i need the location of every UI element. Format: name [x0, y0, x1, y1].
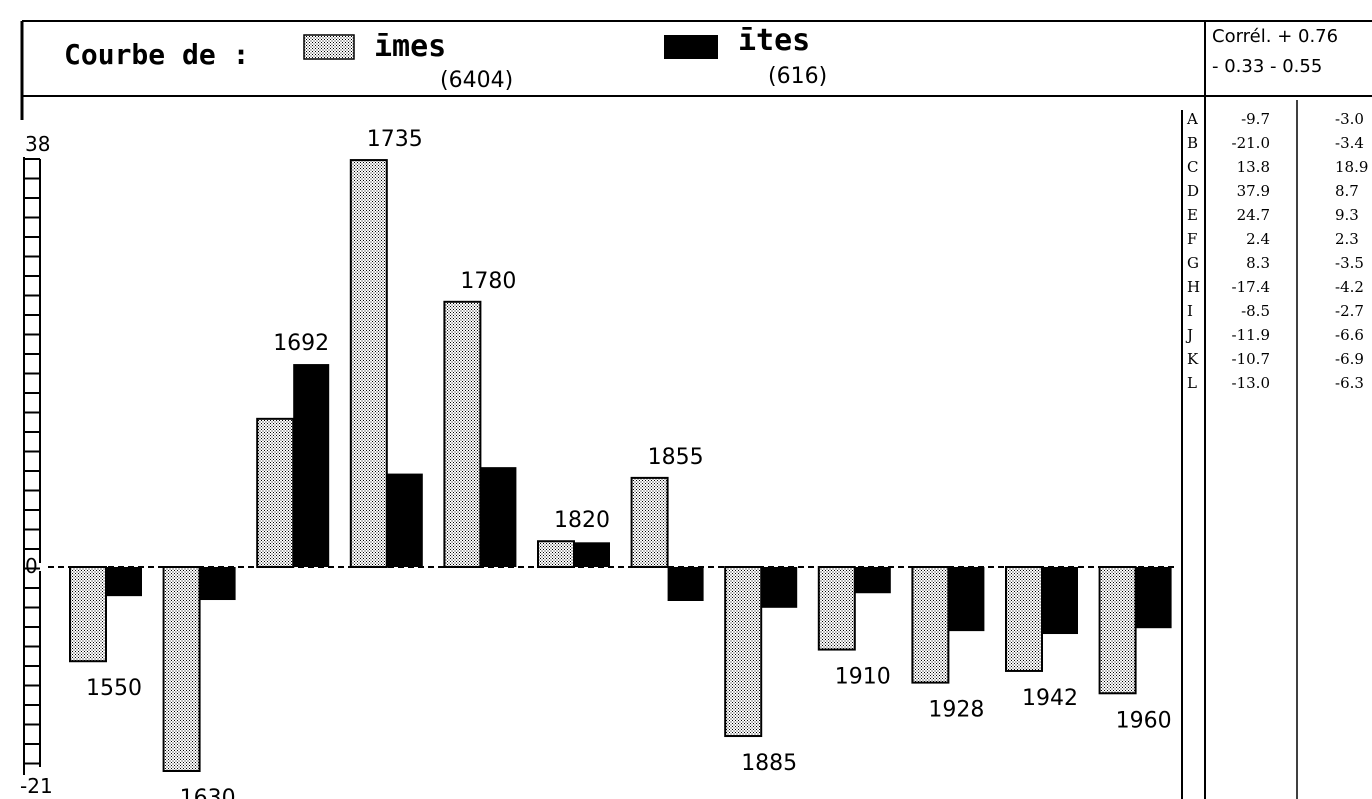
- bar-imes-1735: [349, 159, 388, 569]
- table-row-letter: F: [1187, 230, 1197, 248]
- legend-swatch-imes: [303, 34, 355, 60]
- bar-ites-1780: [480, 467, 517, 567]
- bar-ites-1550: [106, 567, 142, 597]
- table-row-letter: L: [1187, 374, 1197, 392]
- table-cell-imes: 37.9: [1237, 182, 1270, 200]
- table-cell-ites: 18.9: [1335, 158, 1368, 176]
- bar-ites-1855: [667, 567, 704, 601]
- table-cell-ites: -3.0: [1335, 110, 1364, 128]
- bar-ites-1928: [948, 567, 985, 632]
- bar-ites-1735: [386, 473, 423, 567]
- plot-area: 1550 1630 1692 1735 1780 1820 1855 1885 1910 1928…: [20, 127, 1178, 799]
- bar-imes-1855: [630, 476, 669, 569]
- table-cell-ites: -3.5: [1335, 254, 1364, 272]
- table-row-letter: B: [1187, 134, 1198, 152]
- table-cell-ites: -4.2: [1335, 278, 1364, 296]
- table-row-letter: A: [1186, 110, 1198, 128]
- y-tick-label-max: 38: [25, 132, 50, 156]
- table-cell-imes: -21.0: [1232, 134, 1270, 152]
- table-cell-imes: 13.8: [1237, 158, 1270, 176]
- table-cell-imes: -8.5: [1241, 302, 1270, 320]
- bar-ites-1630: [199, 567, 236, 601]
- table-cell-ites: -2.7: [1335, 302, 1364, 320]
- table-cell-ites: 9.3: [1335, 206, 1359, 224]
- table-cell-ites: -6.6: [1335, 326, 1364, 344]
- table-cell-ites: 8.7: [1335, 182, 1359, 200]
- bar-imes-1630: [162, 566, 201, 772]
- table-cell-imes: -17.4: [1232, 278, 1270, 296]
- table-cell-imes: -9.7: [1241, 110, 1270, 128]
- bar-ites-1692: [293, 364, 330, 567]
- table-cell-ites: -6.9: [1335, 350, 1364, 368]
- y-tick-label-min: -21: [20, 774, 53, 798]
- table-row-letter: D: [1187, 182, 1199, 200]
- category-label-1630: 1630: [180, 786, 236, 799]
- bar-imes-1780: [443, 300, 482, 568]
- bar-imes-1942: [1005, 566, 1043, 672]
- table-cell-imes: -10.7: [1232, 350, 1270, 368]
- bar-imes-1820: [537, 540, 575, 568]
- bar-imes-1885: [724, 566, 763, 738]
- category-label-1820: 1820: [554, 508, 610, 533]
- legend-count-ites: (616): [768, 64, 827, 89]
- table-cell-imes: 8.3: [1246, 254, 1270, 272]
- bar-ites-1910: [854, 567, 891, 594]
- table-row-letter: E: [1187, 206, 1198, 224]
- legend-count-imes: (6404): [440, 68, 513, 93]
- y-axis: [23, 157, 41, 775]
- table-cell-imes: 2.4: [1246, 230, 1270, 248]
- table-row-letter: I: [1187, 302, 1193, 320]
- correlation-line-2: - 0.33 - 0.55: [1212, 56, 1322, 77]
- bar-ites-1820: [574, 542, 610, 567]
- category-label-1928: 1928: [928, 698, 984, 723]
- table-row-letter: G: [1187, 254, 1199, 272]
- category-label-1855: 1855: [648, 445, 704, 470]
- bar-imes-1960: [1098, 566, 1137, 695]
- values-table: A -9.7 -3.0 B -21.0 -3.4 C 13.8 18.9 D 37.9 8.7 E 24.…: [1181, 100, 1368, 799]
- table-row-letter: J: [1185, 326, 1193, 344]
- chart-title: Courbe de :: [64, 38, 249, 71]
- header: Courbe de : īmes (6404) ītes (616) Corré…: [20, 20, 1372, 799]
- category-label-1780: 1780: [460, 269, 516, 294]
- category-label-1735: 1735: [367, 127, 423, 152]
- table-cell-imes: 24.7: [1237, 206, 1270, 224]
- category-label-1960: 1960: [1116, 708, 1172, 733]
- table-row-letter: H: [1187, 278, 1200, 296]
- bar-imes-1692: [256, 417, 295, 568]
- bar-imes-1928: [911, 566, 950, 684]
- table-row-letter: K: [1187, 350, 1199, 368]
- table-cell-ites: -3.4: [1335, 134, 1364, 152]
- table-cell-ites: -6.3: [1335, 374, 1364, 392]
- category-label-1910: 1910: [835, 665, 891, 690]
- legend-swatch-ites: [664, 35, 718, 59]
- y-tick-label-zero: 0: [25, 554, 38, 578]
- table-cell-imes: -11.9: [1232, 326, 1270, 344]
- correlation-line-1: Corrél. + 0.76: [1212, 26, 1338, 47]
- table-row-letter: C: [1187, 158, 1198, 176]
- bar-imes-1910: [817, 566, 856, 651]
- category-label-1550: 1550: [86, 676, 142, 701]
- category-label-1885: 1885: [741, 751, 797, 776]
- category-label-1942: 1942: [1022, 686, 1078, 711]
- legend-label-imes: īmes: [374, 29, 446, 64]
- bar-ites-1942: [1042, 567, 1078, 635]
- bar-ites-1960: [1135, 567, 1172, 629]
- table-cell-imes: -13.0: [1232, 374, 1270, 392]
- bar-ites-1885: [761, 567, 798, 608]
- legend-label-ites: ītes: [738, 23, 810, 58]
- category-label-1692: 1692: [273, 331, 329, 356]
- bar-imes-1550: [69, 566, 107, 663]
- table-cell-ites: 2.3: [1335, 230, 1359, 248]
